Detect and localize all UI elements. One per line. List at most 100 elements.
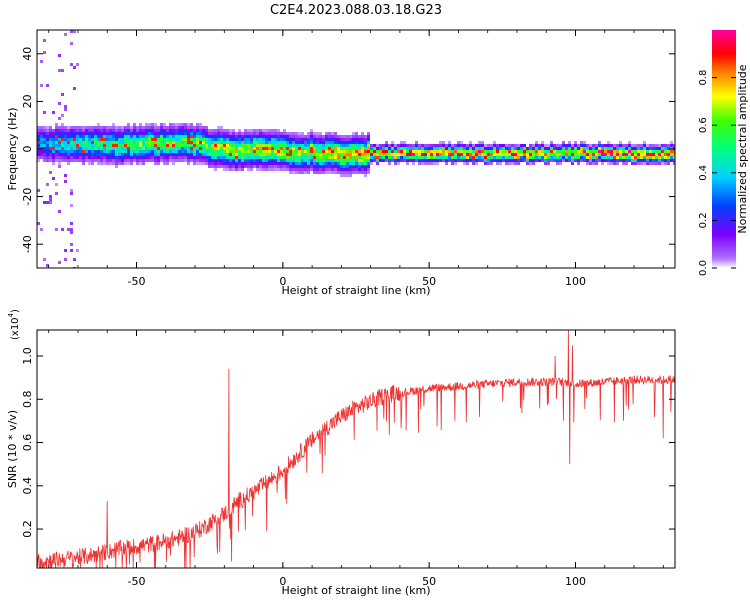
heatmap-cell xyxy=(328,171,331,174)
heatmap-cell xyxy=(568,159,571,162)
heatmap-cell xyxy=(319,144,322,147)
heatmap-cell xyxy=(580,153,583,156)
heatmap-cell xyxy=(631,156,634,159)
heatmap-cell xyxy=(442,141,445,144)
heatmap-cell xyxy=(517,159,520,162)
heatmap-cell xyxy=(541,144,544,147)
heatmap-cell xyxy=(214,168,217,171)
heatmap-cell xyxy=(70,135,73,138)
heatmap-cell xyxy=(313,165,316,168)
heatmap-cell xyxy=(73,153,76,156)
heatmap-cell xyxy=(331,135,334,138)
heatmap-cell xyxy=(82,135,85,138)
heatmap-cell xyxy=(313,132,316,135)
heatmap-cell xyxy=(307,135,310,138)
heatmap-cell xyxy=(478,153,481,156)
heatmap-cell xyxy=(412,153,415,156)
heatmap-cell xyxy=(37,138,40,141)
heatmap-cell xyxy=(154,156,157,159)
heatmap-cell xyxy=(64,153,67,156)
heatmap-cell xyxy=(121,150,124,153)
x-tick-label: -50 xyxy=(128,275,146,288)
heatmap-cell xyxy=(478,156,481,159)
heatmap-cell xyxy=(208,141,211,144)
heatmap-cell xyxy=(247,156,250,159)
heatmap-cell xyxy=(451,144,454,147)
heatmap-cell xyxy=(136,129,139,132)
heatmap-cell xyxy=(199,129,202,132)
heatmap-cell xyxy=(97,153,100,156)
heatmap-cell xyxy=(196,156,199,159)
heatmap-cell xyxy=(247,150,250,153)
heatmap-cell xyxy=(115,141,118,144)
heatmap-cell xyxy=(448,141,451,144)
heatmap-cell xyxy=(406,153,409,156)
heatmap-cell xyxy=(202,150,205,153)
heatmap-cell xyxy=(220,153,223,156)
heatmap-cell xyxy=(118,153,121,156)
heatmap-cell xyxy=(292,159,295,162)
heatmap-cell xyxy=(283,168,286,171)
heatmap-cell xyxy=(355,159,358,162)
heatmap-cell xyxy=(85,126,88,129)
heatmap-cell xyxy=(337,150,340,153)
heatmap-cell xyxy=(487,159,490,162)
heatmap-cell xyxy=(568,150,571,153)
heatmap-cell xyxy=(292,162,295,165)
heatmap-cell xyxy=(124,129,127,132)
heatmap-cell xyxy=(64,159,67,162)
heatmap-cell xyxy=(478,144,481,147)
heatmap-cell xyxy=(40,228,43,231)
heatmap-cell xyxy=(67,138,70,141)
heatmap-cell xyxy=(127,132,130,135)
heatmap-cell xyxy=(616,144,619,147)
heatmap-cell xyxy=(658,150,661,153)
heatmap-cell xyxy=(121,138,124,141)
heatmap-cell xyxy=(334,153,337,156)
heatmap-cell xyxy=(640,159,643,162)
heatmap-cell xyxy=(259,132,262,135)
heatmap-cell xyxy=(364,144,367,147)
heatmap-cell xyxy=(577,144,580,147)
heatmap-cell xyxy=(532,159,535,162)
heatmap-cell xyxy=(85,156,88,159)
heatmap-cell xyxy=(169,135,172,138)
heatmap-cell xyxy=(514,159,517,162)
heatmap-cell xyxy=(565,159,568,162)
heatmap-cell xyxy=(322,150,325,153)
heatmap-cell xyxy=(142,150,145,153)
heatmap-cell xyxy=(286,153,289,156)
heatmap-cell xyxy=(178,144,181,147)
heatmap-cell xyxy=(496,147,499,150)
heatmap-cell xyxy=(565,156,568,159)
heatmap-cell xyxy=(160,126,163,129)
heatmap-cell xyxy=(583,150,586,153)
heatmap-cell xyxy=(196,141,199,144)
heatmap-cell xyxy=(91,126,94,129)
heatmap-cell xyxy=(181,147,184,150)
heatmap-cell xyxy=(307,162,310,165)
heatmap-cell xyxy=(193,135,196,138)
heatmap-cell xyxy=(319,132,322,135)
heatmap-cell xyxy=(625,156,628,159)
heatmap-cell xyxy=(628,153,631,156)
heatmap-cell xyxy=(637,153,640,156)
heatmap-cell xyxy=(214,162,217,165)
heatmap-cell xyxy=(76,63,79,66)
heatmap-cell xyxy=(631,153,634,156)
heatmap-cell xyxy=(310,147,313,150)
heatmap-cell xyxy=(427,153,430,156)
heatmap-cell xyxy=(118,138,121,141)
heatmap-cell xyxy=(283,138,286,141)
heatmap-cell xyxy=(169,159,172,162)
heatmap-cell xyxy=(481,156,484,159)
heatmap-cell xyxy=(493,153,496,156)
heatmap-cell xyxy=(319,141,322,144)
heatmap-cell xyxy=(97,132,100,135)
heatmap-cell xyxy=(589,150,592,153)
heatmap-cell xyxy=(340,147,343,150)
heatmap-cell xyxy=(373,144,376,147)
heatmap-cell xyxy=(217,135,220,138)
heatmap-cell xyxy=(256,144,259,147)
heatmap-cell xyxy=(670,159,673,162)
